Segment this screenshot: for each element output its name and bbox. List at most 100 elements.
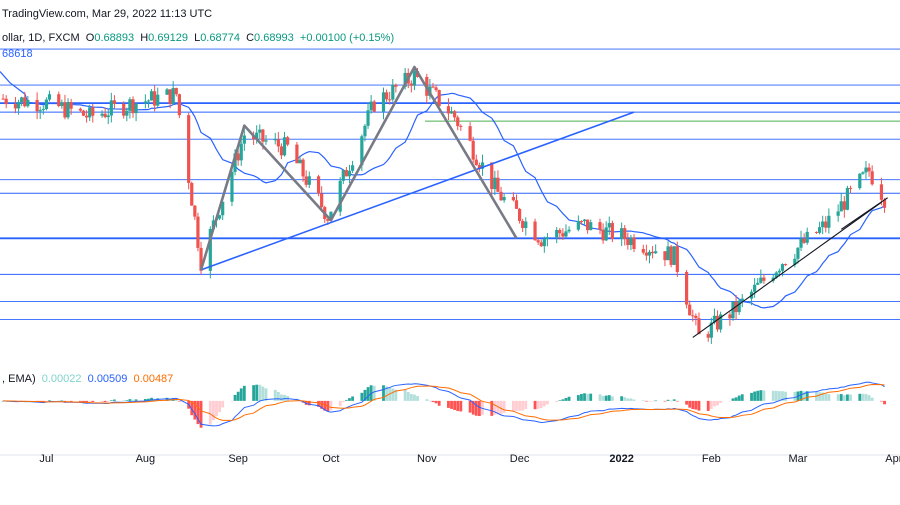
candle-body <box>870 171 874 185</box>
ma-legend[interactable]: 68618 <box>2 48 33 60</box>
candle-body <box>845 187 850 210</box>
macd-histogram-bar <box>147 398 150 401</box>
macd-histogram-bar <box>818 392 821 401</box>
macd-histogram-bar <box>716 400 719 406</box>
candle-body <box>521 220 525 228</box>
candle-body <box>230 171 234 202</box>
low-value: 0.68774 <box>200 32 240 44</box>
macd-histogram-bar <box>564 397 568 401</box>
macd-histogram-bar <box>403 389 407 401</box>
candle-body <box>632 237 636 249</box>
x-axis-tick-label: Oct <box>322 453 339 465</box>
macd-histogram-bar <box>307 400 311 406</box>
macd-histogram-bar <box>215 400 218 417</box>
trendline <box>840 197 888 230</box>
macd-histogram-bar <box>109 400 113 401</box>
trendline <box>200 111 635 271</box>
macd-histogram-bar <box>122 400 126 401</box>
macd-legend[interactable]: , EMA) 0.00022 0.00509 0.00487 <box>2 373 173 385</box>
macd-histogram-bar <box>719 400 723 403</box>
candle-body <box>502 197 506 201</box>
candle-body <box>780 264 785 271</box>
candle-body <box>805 231 809 243</box>
candle-body <box>320 193 324 208</box>
macd-histogram-bar <box>255 384 259 401</box>
candle-body <box>576 221 580 230</box>
candle-body <box>134 103 138 114</box>
macd-histogram-bar <box>558 400 562 401</box>
macd-histogram-bar <box>360 392 364 401</box>
macd-histogram-bar <box>632 399 636 401</box>
candle-body <box>381 92 386 112</box>
candle-body <box>307 176 311 185</box>
macd-histogram-bar <box>63 400 67 402</box>
candle-body <box>514 200 519 209</box>
candle-body <box>282 137 287 156</box>
macd-histogram-bar <box>88 400 92 402</box>
candle-body <box>347 170 352 177</box>
candle-body <box>301 159 305 177</box>
candle-body <box>131 99 135 114</box>
candle-body <box>517 208 522 221</box>
candle-body <box>477 164 481 169</box>
candle-body <box>783 264 788 266</box>
macd-histogram-bar <box>580 394 583 401</box>
macd-histogram-bar <box>706 400 710 411</box>
candle-body <box>817 227 822 233</box>
candle-body <box>403 72 407 87</box>
candle-body <box>827 215 831 228</box>
macd-histogram-bar <box>849 394 852 401</box>
macd-histogram-bar <box>753 391 757 401</box>
candle-body <box>47 94 52 100</box>
candle-body <box>409 83 413 86</box>
candle-body <box>412 71 417 86</box>
candle-body <box>187 115 191 183</box>
candle-body <box>23 97 27 107</box>
candle-body <box>641 248 645 253</box>
macd-histogram-bar <box>546 400 549 405</box>
candle-body <box>558 229 562 234</box>
macd-histogram-bar <box>846 394 849 401</box>
macd-histogram-bar <box>264 388 268 401</box>
candle-body <box>341 170 345 181</box>
macd-histogram-bar <box>799 390 803 401</box>
macd-histogram-bar <box>861 393 865 401</box>
macd-histogram-bar <box>341 400 345 403</box>
macd-histogram-bar <box>230 400 234 402</box>
macd-histogram-bar <box>731 398 735 401</box>
macd-histogram-bar <box>644 400 648 402</box>
candle-body <box>338 180 342 212</box>
macd-histogram-bar <box>276 391 280 401</box>
macd-histogram-bar <box>771 390 775 401</box>
macd-histogram-bar <box>762 390 766 401</box>
candle-body <box>867 167 871 172</box>
source-line: TradingView.com, Mar 29, 2022 11:13 UTC <box>2 8 212 20</box>
macd-histogram-bar <box>542 400 546 407</box>
macd-histogram-bar <box>493 400 497 415</box>
candle-body <box>26 99 30 107</box>
macd-histogram-bar <box>134 399 138 401</box>
candle-body <box>264 140 268 142</box>
symbol-label[interactable]: ollar, 1D, FXCM <box>2 32 80 44</box>
candle-body <box>861 172 865 174</box>
macd-histogram-bar <box>824 393 828 401</box>
macd-histogram-bar <box>728 400 732 402</box>
candle-body <box>146 100 151 102</box>
candle-body <box>199 247 203 271</box>
candle-body <box>620 228 624 239</box>
candle-body <box>511 197 516 201</box>
macd-histogram-bar <box>663 400 667 402</box>
macd-histogram-bar <box>212 400 215 421</box>
candle-body <box>434 87 438 91</box>
candle-body <box>153 91 157 106</box>
change-value: +0.00100 (+0.15%) <box>299 32 395 44</box>
candle-body <box>298 159 302 164</box>
macd-histogram-bar <box>555 400 559 402</box>
candle-body <box>499 191 503 201</box>
candle-body <box>66 102 70 118</box>
candle-body <box>69 102 73 109</box>
symbol-info-bar: ollar, 1D, FXCM O0.68893 H0.69129 L0.687… <box>2 32 394 44</box>
candle-body <box>672 246 676 265</box>
macd-histogram-bar <box>320 400 324 409</box>
